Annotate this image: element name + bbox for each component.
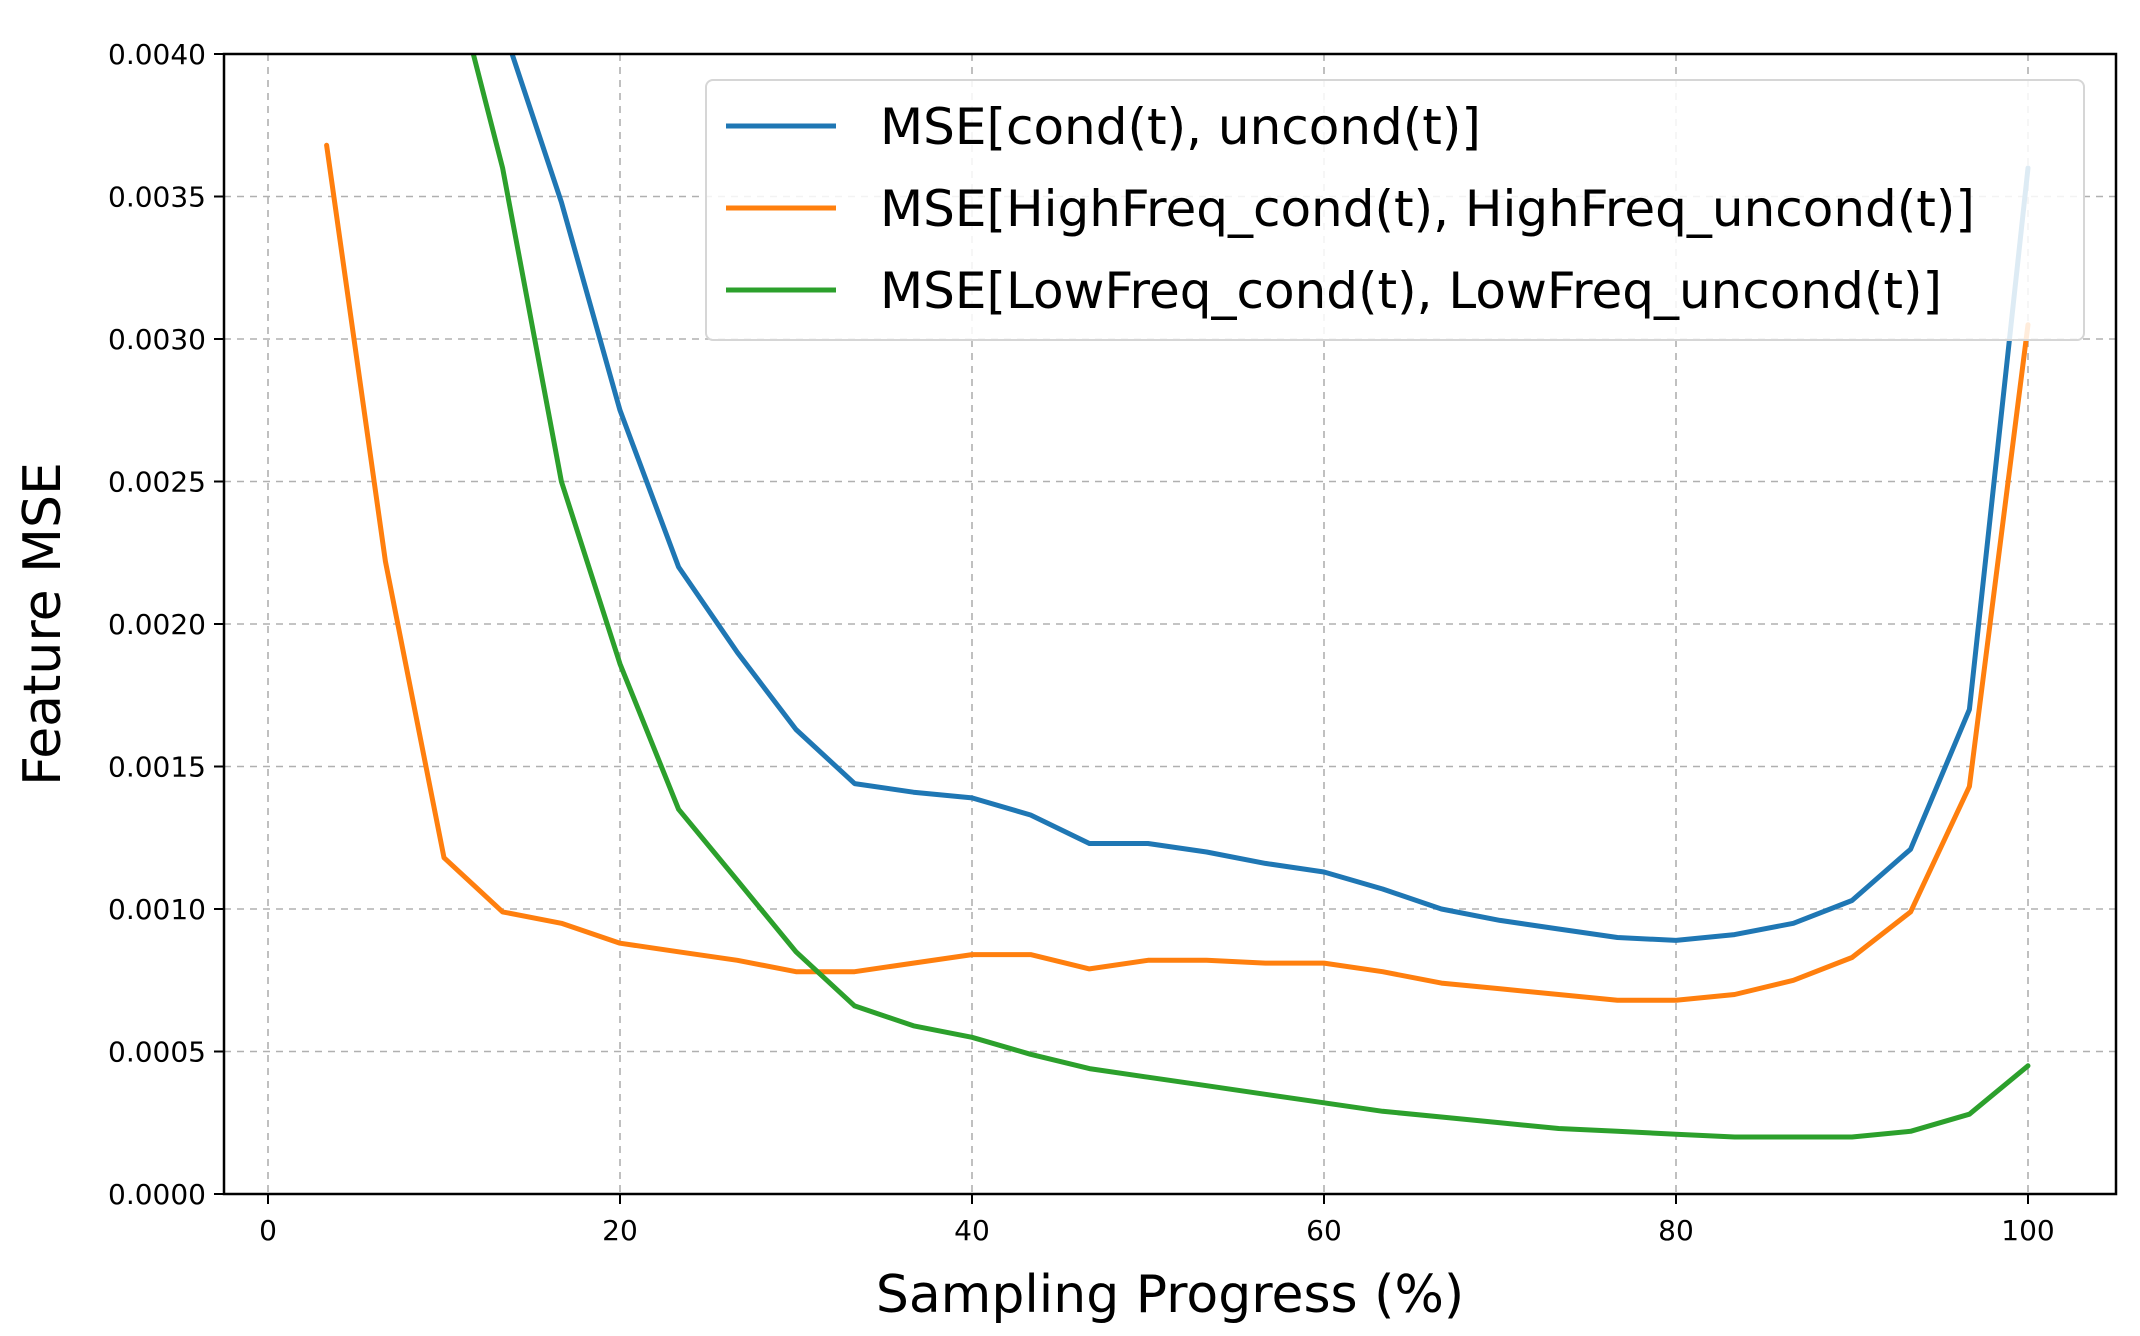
series-line-0 xyxy=(509,54,2031,943)
y-tick-label: 0.0015 xyxy=(108,751,206,784)
series-line-1 xyxy=(324,142,2031,1003)
x-tick-label: 80 xyxy=(1658,1214,1694,1247)
series-line-2 xyxy=(470,54,2031,1140)
x-axis-title: Sampling Progress (%) xyxy=(876,1265,1464,1325)
y-axis-title: Feature MSE xyxy=(13,462,73,786)
x-tick-label: 0 xyxy=(259,1214,277,1247)
x-tick-label: 20 xyxy=(602,1214,638,1247)
legend-label-1: MSE[HighFreq_cond(t), HighFreq_uncond(t)… xyxy=(880,180,1975,238)
y-tick-label: 0.0035 xyxy=(108,181,206,214)
y-tick-label: 0.0000 xyxy=(108,1178,206,1211)
y-tick-label: 0.0030 xyxy=(108,323,206,356)
y-tick-label: 0.0010 xyxy=(108,893,206,926)
legend-frame xyxy=(705,79,2085,341)
legend: MSE[cond(t), uncond(t)] MSE[HighFreq_con… xyxy=(705,79,2085,341)
y-tick-label: 0.0020 xyxy=(108,608,206,641)
x-axis: 0 20 40 60 80 100 xyxy=(259,1194,2055,1247)
y-tick-label: 0.0025 xyxy=(108,466,206,499)
x-tick-label: 40 xyxy=(954,1214,990,1247)
y-axis: 0.0000 0.0005 0.0010 0.0015 0.0020 0.0025 0.00… xyxy=(108,38,224,1211)
legend-label-0: MSE[cond(t), uncond(t)] xyxy=(880,98,1481,156)
y-tick-label: 0.0005 xyxy=(108,1036,206,1069)
x-tick-label: 60 xyxy=(1306,1214,1342,1247)
series-layer xyxy=(324,54,2031,1140)
legend-label-2: MSE[LowFreq_cond(t), LowFreq_uncond(t)] xyxy=(880,262,1942,320)
x-tick-label: 100 xyxy=(2001,1214,2054,1247)
y-tick-label: 0.0040 xyxy=(108,38,206,71)
